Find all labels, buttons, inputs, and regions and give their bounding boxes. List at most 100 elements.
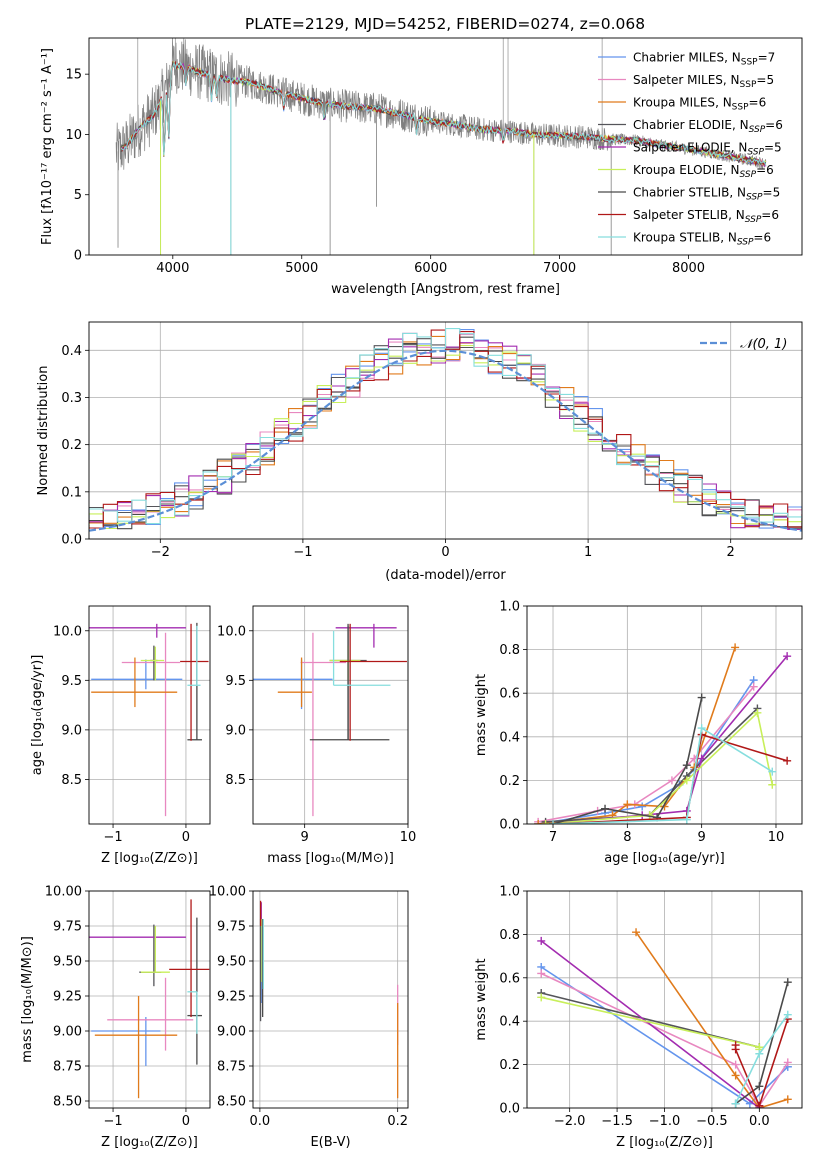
weight-series-kroupa-stelib: [549, 724, 777, 824]
age-vs-Z-panel: −1 0 8.5 9.0 9.5 10.0 Z [log₁₀(Z/Z⊙)] age [log₁…: [30, 605, 211, 866]
marker: [731, 1099, 740, 1108]
x-axis-label: (data-model)/error: [385, 568, 506, 583]
y-tick-label: 1.0: [499, 885, 520, 900]
errorbar-kroupa-stelib: [332, 630, 391, 686]
errorbar-kroupa-elodie: [140, 926, 170, 973]
y-tick-label: 0.0: [499, 818, 520, 833]
weight-series-salpeter-stelib: [731, 1015, 792, 1108]
y-tick-label: 0.4: [61, 344, 82, 359]
marker: [783, 978, 792, 987]
legend-label: Kroupa MILES, NSSP=6: [633, 96, 766, 113]
errorbar-chabrier-stelib: [187, 917, 202, 1065]
y-tick-label: 0.6: [499, 971, 520, 986]
y-axis-label: age [log₁₀(age/yr)]: [30, 655, 45, 776]
marker: [697, 724, 706, 733]
x-tick-label: −2.0: [554, 1114, 586, 1129]
y-tick-label: 0: [74, 249, 82, 264]
y-axis-label: mass weight: [474, 958, 489, 1040]
x-tick-label: 5000: [285, 261, 318, 276]
errorbar-salpeter-stelib: [339, 623, 407, 741]
marker: [534, 820, 543, 824]
errorbar-salpeter-elodie: [89, 623, 186, 638]
weight-series-kroupa-miles: [534, 643, 740, 824]
x-tick-label: −1: [103, 1114, 122, 1129]
y-tick-label: 8.50: [53, 1095, 82, 1110]
weight-series-kroupa-stelib: [731, 1010, 792, 1108]
marker: [667, 776, 676, 785]
marker: [749, 682, 758, 691]
figure-title: PLATE=2129, MJD=54252, FIBERID=0274, z=0…: [245, 15, 645, 33]
y-tick-label: 1.0: [499, 600, 520, 615]
marker: [768, 767, 777, 776]
x-tick-label: 0.0: [749, 1114, 770, 1129]
y-tick-label: 9.50: [53, 955, 82, 970]
weight-vs-Z-panel: −2.0 −1.5 −1.0 −0.5 0.0 0.0 0.2 0.4 0.6 0.8 1.0 Z […: [474, 885, 803, 1150]
legend-label: Chabrier STELIB, NSSP=5: [633, 186, 780, 203]
residual-hist-panel: −2 −1 0 1 2 0.0 0.1 0.2 0.3 0.4 (data-model)/error…: [36, 321, 803, 583]
weight-series-chabrier-elodie: [537, 988, 764, 1052]
y-tick-label: 9.50: [217, 955, 246, 970]
marker: [623, 800, 632, 809]
weight-series-kroupa-elodie: [541, 708, 777, 824]
y-tick-label: 0.4: [499, 730, 520, 745]
x-tick-label: 8: [623, 830, 631, 845]
x-tick-label: 9: [301, 830, 309, 845]
y-tick-label: 8.5: [225, 773, 246, 788]
errorbar-salpeter-miles: [300, 632, 346, 817]
y-tick-label: 0.6: [499, 687, 520, 702]
axes-frame: [526, 605, 803, 825]
x-tick-label: −2: [151, 545, 170, 560]
errorbar-salpeter-elodie: [335, 623, 397, 648]
y-tick-label: 8.5: [61, 773, 82, 788]
axes-frame: [88, 605, 211, 825]
marker: [783, 652, 792, 661]
histogram-chabrier-stelib: [89, 336, 802, 530]
x-tick-label: −0.5: [696, 1114, 728, 1129]
marker: [697, 754, 706, 763]
x-axis-label: E(B-V): [310, 1135, 350, 1150]
marker: [697, 693, 706, 702]
marker: [753, 708, 762, 717]
errorbar-salpeter-miles: [107, 977, 194, 1051]
marker: [537, 936, 546, 945]
y-tick-label: 0.2: [499, 774, 520, 789]
x-tick-label: 10: [768, 830, 785, 845]
y-axis-label: mass weight: [474, 674, 489, 756]
errorbar-kroupa-miles: [91, 657, 178, 708]
marker: [731, 1071, 740, 1080]
weight-series-chabrier-elodie: [541, 704, 762, 824]
marker: [755, 1101, 764, 1108]
legend-label: Chabrier MILES, NSSP=7: [633, 51, 775, 68]
histogram-kroupa-stelib: [89, 328, 802, 525]
y-tick-label: 9.75: [217, 920, 246, 935]
y-tick-label: 9.0: [61, 723, 82, 738]
y-tick-label: 10.00: [209, 885, 246, 900]
weight-series-salpeter-elodie: [537, 936, 764, 1108]
legend-label: Salpeter MILES, NSSP=5: [633, 73, 774, 90]
axes-frame: [252, 890, 409, 1109]
y-tick-label: 0.0: [499, 1102, 520, 1117]
y-tick-label: 0.8: [499, 928, 520, 943]
mass-vs-ebv-panel: 0.0 0.2 8.50 8.75 9.00 9.25 9.50 9.75 10.00 E(B-V…: [209, 885, 409, 1150]
x-tick-label: 0.0: [250, 1114, 271, 1129]
x-axis-label: wavelength [Angstrom, rest frame]: [331, 282, 560, 297]
weight-vs-age-panel: 7 8 9 10 0.0 0.2 0.4 0.6 0.8 1.0 age [log₁₀(age/yr…: [474, 600, 803, 866]
plot-area: [259, 900, 399, 1099]
y-tick-label: 9.5: [225, 674, 246, 689]
plot-area: [89, 328, 802, 532]
errorbar-kroupa-miles: [94, 996, 178, 1099]
errorbar-salpeter-miles: [121, 632, 181, 817]
plot-area: [537, 928, 792, 1108]
marker: [783, 1095, 792, 1104]
x-axis-label: Z [log₁₀(Z/Z⊙)]: [101, 851, 198, 866]
errorbar-kroupa-stelib: [187, 625, 201, 686]
x-tick-label: 6000: [414, 261, 447, 276]
spectrum-legend: Chabrier MILES, NSSP=7 Salpeter MILES, NS…: [598, 51, 783, 248]
marker: [755, 1082, 764, 1091]
y-tick-label: 9.25: [217, 990, 246, 1005]
errorbar-chabrier-elodie: [139, 924, 162, 987]
x-axis-label: age [log₁₀(age/yr)]: [604, 851, 725, 866]
plot-area: [534, 643, 792, 824]
x-tick-label: 7000: [543, 261, 576, 276]
